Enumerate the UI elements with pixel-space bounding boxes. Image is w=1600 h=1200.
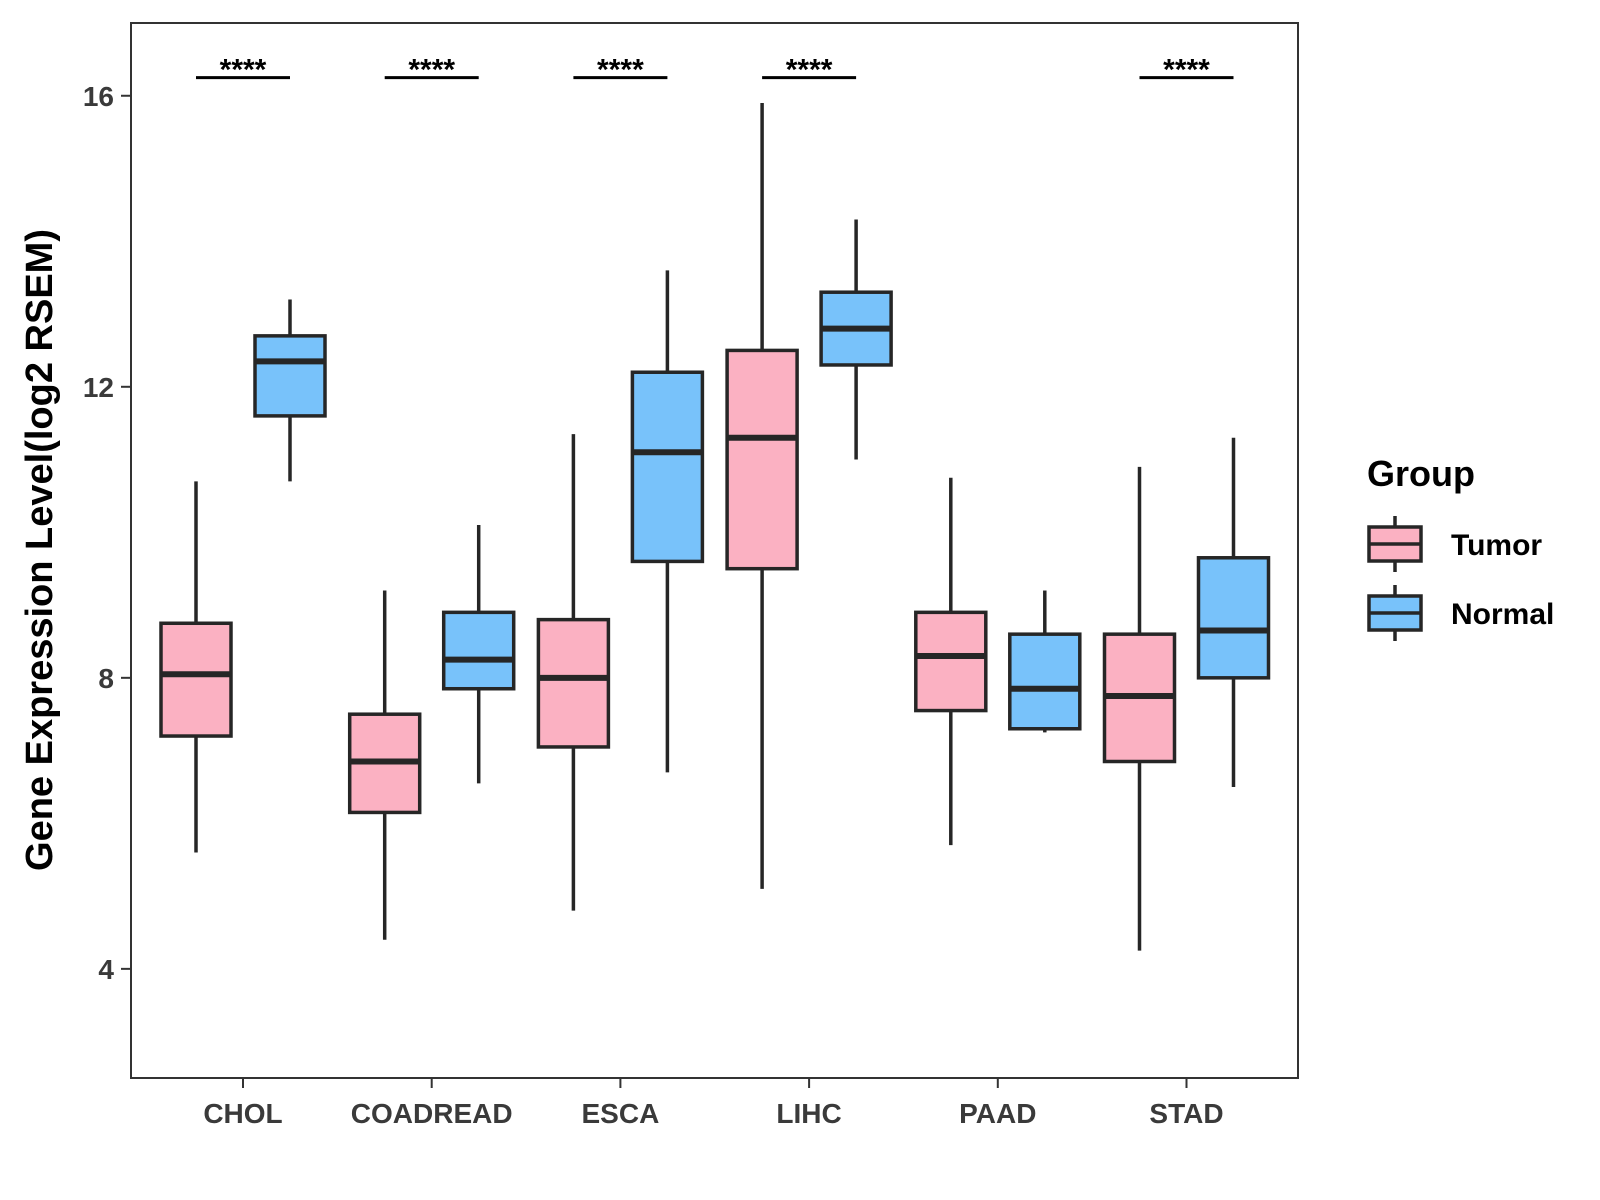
plot-panel-border [130,22,1299,1079]
legend: Group Tumor Normal [1367,453,1554,641]
significance-label: **** [408,54,455,87]
box-iqr [536,617,611,749]
box-iqr [441,610,516,691]
x-tick-label: STAD [1149,1098,1223,1129]
x-tick-label: CHOL [203,1098,282,1129]
significance-chol: **** [196,54,290,87]
significance-layer: **** **** **** **** **** [196,54,1234,87]
box-paad-tumor [914,477,988,846]
significance-label: **** [1163,54,1210,87]
boxes-layer [159,103,1271,951]
x-tick-label: PAAD [959,1098,1036,1129]
box-iqr [1196,556,1271,680]
y-tick-label: 8 [98,663,114,694]
box-coadread-tumor [347,590,422,940]
box-esca-normal [630,270,705,773]
box-stad-tumor [1102,466,1177,951]
legend-label: Normal [1451,598,1554,631]
box-lihc-tumor [725,103,799,889]
significance-label: **** [220,54,267,87]
significance-stad: **** [1139,54,1234,87]
box-iqr [253,334,327,418]
significance-lihc: **** [762,54,857,87]
box-iqr [159,621,233,738]
significance-label: **** [786,54,833,87]
significance-esca: **** [573,54,668,87]
y-axis: 4 8 12 16 [83,81,131,985]
box-chol-normal [253,299,327,482]
legend-items: Tumor Normal [1367,516,1554,641]
legend-item-normal: Normal [1367,585,1554,641]
y-tick-label: 4 [98,954,114,985]
legend-label: Tumor [1451,529,1542,562]
significance-label: **** [597,54,644,87]
box-chol-tumor [159,481,233,853]
box-iqr [1008,632,1082,731]
x-tick-label: LIHC [776,1098,841,1129]
box-lihc-normal [819,219,893,460]
box-esca-tumor [536,434,611,911]
y-tick-label: 16 [83,81,114,112]
y-axis-title: Gene Expression Level(log2 RSEM) [19,229,61,871]
box-iqr [914,610,988,713]
x-axis: CHOL COADREAD ESCA LIHC PAAD STAD [203,1078,1224,1129]
box-paad-normal [1008,590,1082,733]
box-stad-normal [1196,437,1271,787]
x-tick-label: ESCA [582,1098,660,1129]
significance-coadread: **** [384,54,479,87]
legend-title: Group [1367,453,1475,494]
legend-item-tumor: Tumor [1367,516,1542,572]
y-tick-label: 12 [83,372,114,403]
box-iqr [725,348,799,571]
x-tick-label: COADREAD [351,1098,513,1129]
box-iqr [630,370,705,564]
box-coadread-normal [441,525,516,784]
